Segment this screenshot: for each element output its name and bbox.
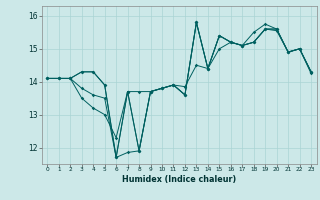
X-axis label: Humidex (Indice chaleur): Humidex (Indice chaleur)	[122, 175, 236, 184]
